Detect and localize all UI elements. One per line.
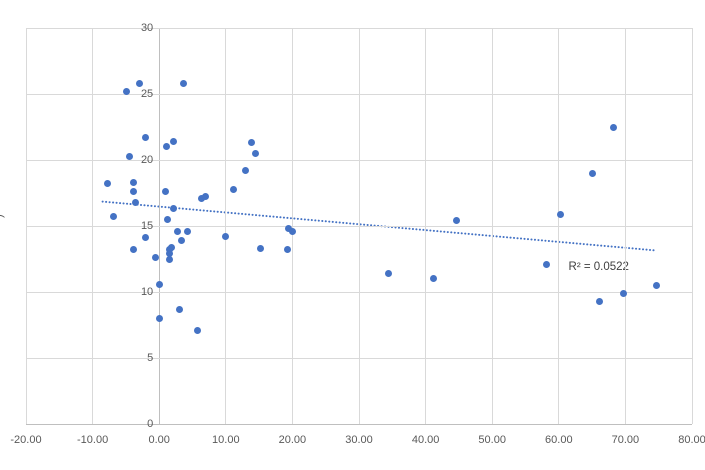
x-tick-label: 0.00: [148, 434, 170, 446]
x-tick-label: -20.00: [10, 434, 42, 446]
data-point: [595, 297, 603, 305]
data-point: [169, 205, 177, 213]
data-point: [136, 79, 144, 87]
x-tick-label: 60.00: [545, 434, 573, 446]
data-point: [173, 227, 181, 235]
x-tick-label: -10.00: [76, 434, 109, 446]
data-point: [142, 134, 150, 142]
data-point: [222, 233, 230, 241]
data-point: [284, 225, 292, 233]
x-axis-line: [26, 423, 692, 425]
y-tick-label: 25: [140, 88, 154, 100]
data-point: [132, 198, 140, 206]
data-point: [175, 305, 183, 313]
data-point: [652, 281, 660, 289]
data-point: [129, 178, 137, 186]
x-tick-label: 10.00: [212, 434, 240, 446]
horizontal-gridline: [26, 225, 692, 227]
data-point: [252, 149, 260, 157]
data-point: [184, 227, 192, 235]
y-tick-label: 30: [140, 22, 154, 34]
data-point: [156, 314, 164, 322]
data-point: [177, 237, 185, 245]
y-tick-label: 10: [140, 286, 154, 298]
y-tick-label: 5: [147, 352, 154, 364]
horizontal-gridline: [26, 159, 692, 161]
data-point: [248, 139, 256, 147]
horizontal-gridline: [26, 27, 692, 29]
data-point: [284, 246, 292, 254]
y-tick-label: 20: [140, 154, 154, 166]
data-point: [556, 210, 564, 218]
horizontal-gridline: [26, 93, 692, 95]
data-point: [430, 275, 438, 283]
y-tick-label: 15: [140, 220, 154, 232]
data-point: [384, 270, 392, 278]
data-point: [609, 123, 617, 131]
data-point: [163, 215, 171, 223]
data-point: [129, 188, 137, 196]
y-tick-label: 0: [147, 418, 154, 430]
data-point: [242, 167, 250, 175]
data-point: [156, 280, 164, 288]
x-tick-label: 40.00: [411, 434, 440, 446]
data-point: [194, 326, 202, 334]
y-axis-title-fragment: ): [0, 214, 5, 218]
data-point: [166, 250, 174, 258]
data-point: [288, 227, 296, 235]
data-point: [123, 87, 131, 95]
x-tick-label: 70.00: [611, 434, 640, 446]
data-point: [110, 213, 118, 221]
plot-area: R² = 0.0522: [25, 27, 693, 425]
data-point: [141, 234, 149, 242]
data-point: [202, 193, 210, 201]
data-point: [256, 244, 264, 252]
data-point: [197, 194, 205, 202]
data-point: [453, 217, 461, 225]
r-squared-label: R² = 0.0522: [568, 260, 629, 273]
data-point: [589, 169, 597, 177]
data-point: [103, 180, 111, 188]
data-point: [129, 246, 137, 254]
data-point: [152, 254, 160, 262]
horizontal-gridline: [26, 357, 692, 359]
horizontal-gridline: [26, 291, 692, 293]
data-point: [168, 243, 176, 251]
x-tick-label: 20.00: [278, 434, 307, 446]
data-point: [229, 185, 237, 193]
vertical-gridline: [691, 28, 693, 424]
x-tick-label: 80.00: [678, 434, 705, 446]
data-point: [165, 255, 173, 263]
data-point: [125, 152, 133, 160]
data-point: [543, 260, 551, 268]
data-point: [169, 138, 177, 146]
x-tick-label: 30.00: [345, 434, 373, 446]
x-tick-label: 50.00: [478, 434, 506, 446]
data-point: [619, 289, 627, 297]
data-point: [162, 188, 170, 196]
data-point: [163, 143, 171, 151]
data-point: [179, 79, 187, 87]
